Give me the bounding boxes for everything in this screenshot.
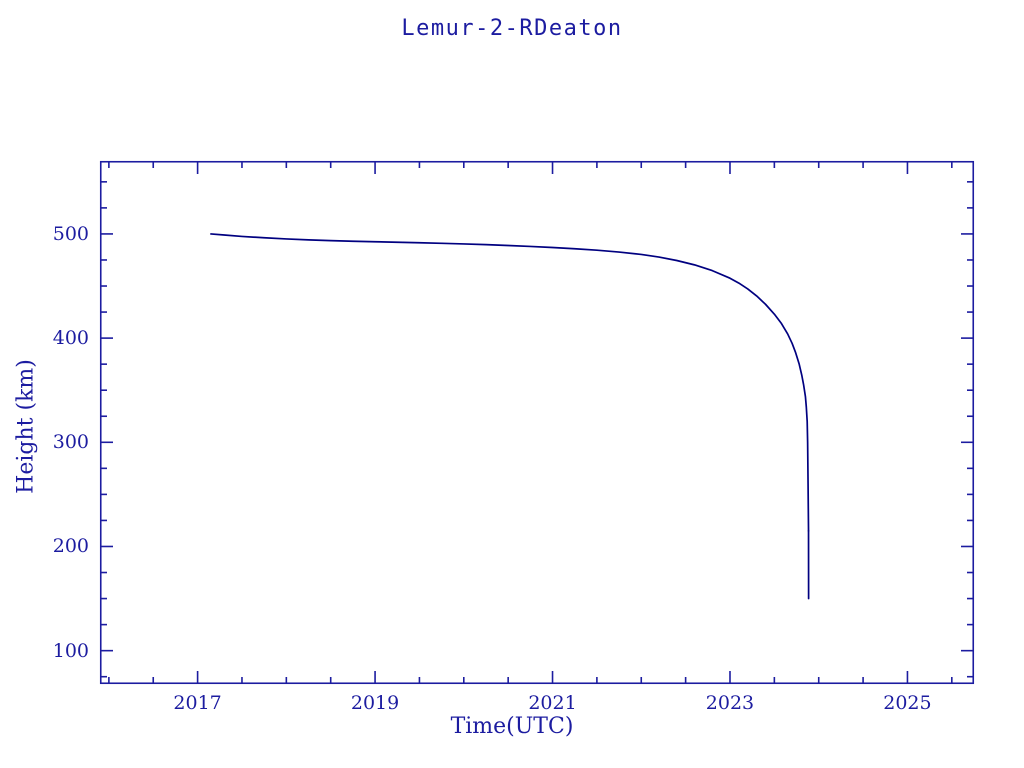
- y-tick-label: 400: [52, 327, 89, 350]
- x-axis-title: Time(UTC): [450, 714, 574, 739]
- data-series-0: [210, 233, 810, 532]
- plot-svg: [99, 160, 975, 685]
- y-tick-label: 100: [52, 639, 89, 662]
- y-tick-label: 300: [52, 431, 89, 454]
- y-tick-label: 200: [52, 535, 89, 558]
- y-axis-title: Height (km): [13, 359, 39, 494]
- x-tick-label: 2017: [173, 692, 222, 714]
- y-tick-label: 500: [52, 222, 89, 245]
- x-tick-label: 2021: [528, 692, 577, 714]
- x-tick-label: 2025: [883, 692, 932, 714]
- data-series-lines: [210, 233, 810, 600]
- x-tick-label: 2023: [705, 692, 755, 714]
- page-title: Lemur-2-RDeaton: [401, 16, 623, 41]
- tick-marks: [100, 161, 974, 684]
- plot-area: [99, 160, 975, 685]
- axis-frame: [99, 160, 975, 685]
- x-tick-label: 2019: [350, 692, 400, 714]
